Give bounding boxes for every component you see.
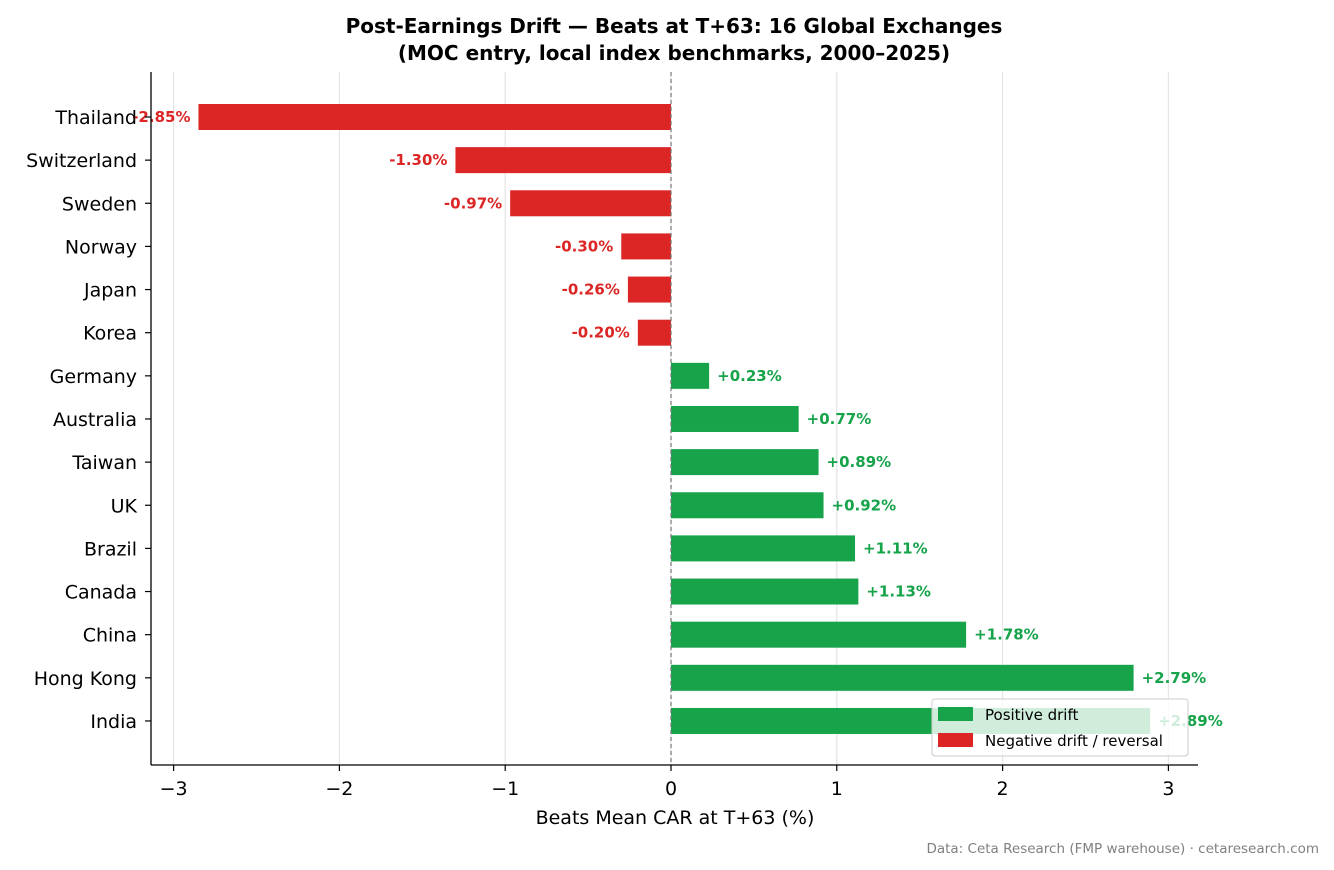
bar-switzerland [455,147,671,174]
chart-subtitle: (MOC entry, local index benchmarks, 2000… [398,41,950,65]
y-tick-label: Sweden [62,193,137,215]
data-label: -0.20% [572,324,630,342]
bar-taiwan [671,449,819,476]
bar-korea [637,319,671,346]
y-tick-label: Taiwan [71,452,137,474]
data-label: -0.26% [562,281,620,299]
bar-norway [621,233,671,260]
data-label: +0.89% [827,453,892,471]
legend: Positive drift Negative drift / reversal [931,698,1189,757]
legend-swatch-positive [938,707,973,721]
x-tick-label: 1 [831,778,843,800]
data-label: +0.92% [832,496,897,514]
y-tick-label: Brazil [84,538,137,560]
data-label: -2.85% [132,108,190,126]
legend-frame [931,698,1189,757]
data-label: -0.30% [555,237,613,255]
bar-thailand [198,104,671,130]
data-label: -0.97% [444,194,502,212]
x-tick-label: 3 [1162,778,1174,800]
x-tick-label: 2 [997,778,1009,800]
y-tick-label: Australia [53,409,137,431]
y-tick-label: Japan [83,280,137,302]
x-tick-label: 0 [665,778,677,800]
y-tick-label: Canada [65,582,137,604]
bar-uk [671,492,824,519]
data-label: +2.79% [1142,669,1207,687]
bar-brazil [671,535,856,562]
y-tick-label: Korea [83,323,137,345]
legend-swatch-negative [938,733,973,747]
bar-hong-kong [671,664,1134,691]
x-axis-label: Beats Mean CAR at T+63 (%) [536,807,815,829]
data-label: +1.11% [863,539,928,557]
bar-australia [671,405,799,432]
x-tick-label: −3 [160,778,188,800]
data-label: +1.13% [866,583,931,601]
bars: -2.85% -1.30% -0.97% -0.30% -0.26% -0.20% +0.2… [132,72,1223,765]
footer-source: Data: Ceta Research (FMP warehouse) · ce… [926,841,1319,857]
y-tick-label: Switzerland [26,150,137,172]
y-tick-label: UK [111,495,138,517]
data-label: +1.78% [974,626,1039,644]
bar-germany [671,362,710,389]
data-label: +0.23% [717,367,782,385]
data-label: -1.30% [389,151,447,169]
bar-sweden [510,190,671,217]
y-tick-label: China [83,625,137,647]
x-tick-label: −2 [325,778,353,800]
bar-japan [627,276,671,303]
legend-label-positive: Positive drift [985,706,1078,724]
legend-label-negative: Negative drift / reversal [985,732,1163,750]
x-tick-label: −1 [491,778,519,800]
y-tick-label: Norway [65,236,137,258]
y-tick-label: India [90,711,137,733]
y-tick-label: Germany [50,366,137,388]
bar-china [671,621,967,648]
y-tick-label: Thailand [54,107,137,129]
data-label: +0.77% [807,410,872,428]
chart-title: Post-Earnings Drift — Beats at T+63: 16 … [346,14,1003,38]
bar-canada [671,578,859,605]
axes: −3 −2 −1 0 1 2 3 Thailand Switzerland Sweden Norwa… [26,72,1198,800]
y-tick-label: Hong Kong [34,668,137,690]
